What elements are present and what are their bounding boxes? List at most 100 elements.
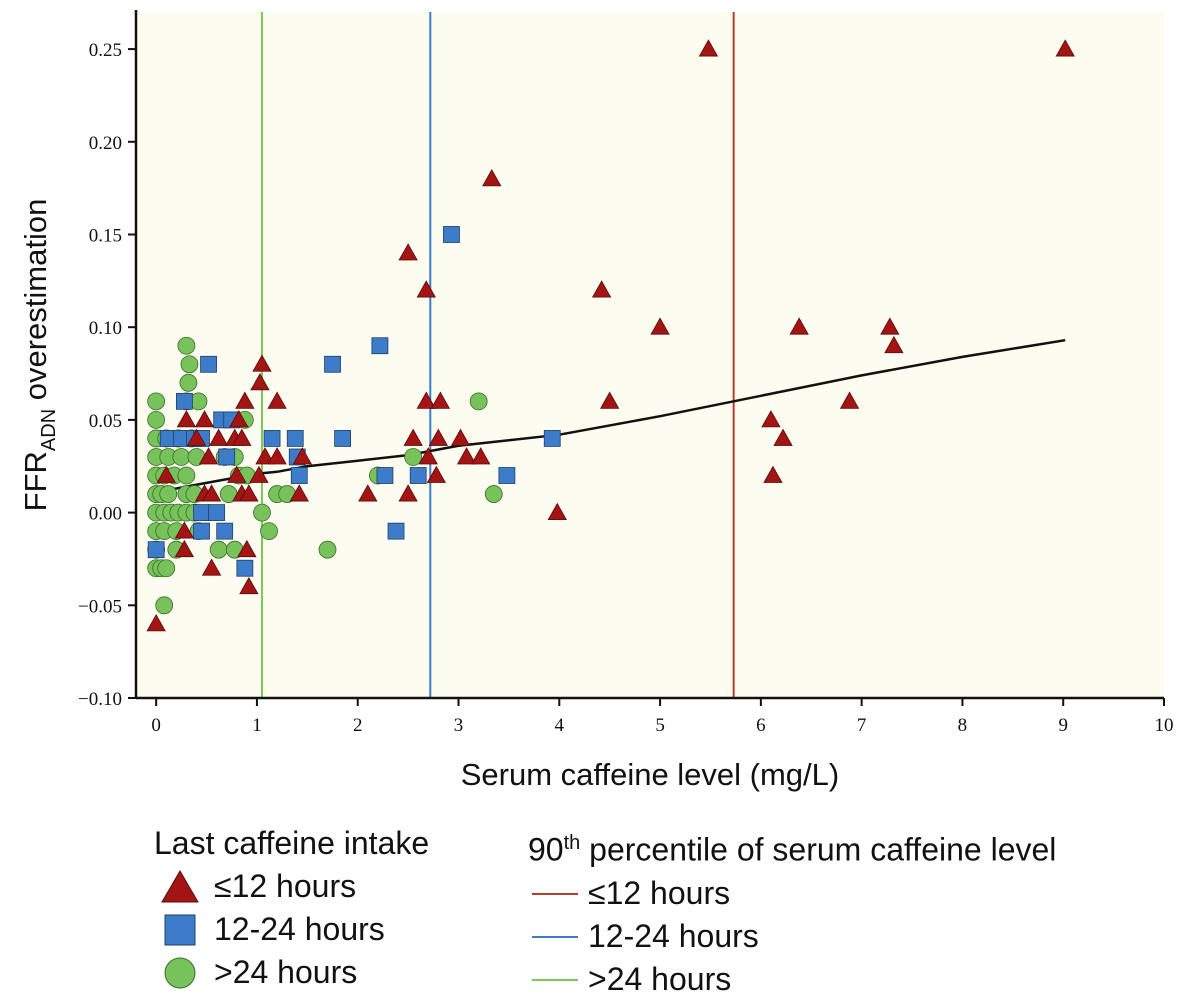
triangle-marker bbox=[289, 484, 309, 502]
triangle-marker bbox=[398, 484, 418, 502]
circle-marker bbox=[147, 410, 166, 429]
legend-percentile-label-3: >24 hours bbox=[588, 960, 732, 997]
triangle-marker bbox=[267, 447, 287, 465]
square-marker bbox=[498, 467, 516, 484]
triangle-marker bbox=[250, 372, 270, 391]
triangle-marker bbox=[839, 391, 860, 409]
triangle-marker bbox=[229, 410, 249, 428]
x-tick-label: 9 bbox=[1058, 715, 1068, 736]
triangle-marker bbox=[591, 280, 612, 298]
triangle-marker bbox=[773, 428, 793, 446]
square-marker bbox=[371, 337, 389, 355]
triangle-marker bbox=[176, 410, 197, 428]
legend-percentile-label-2: 12-24 hours bbox=[588, 917, 759, 954]
triangle-marker bbox=[698, 39, 719, 57]
triangle-marker bbox=[174, 521, 195, 539]
legend-intake-item: ≤12 hours bbox=[154, 865, 429, 908]
triangle-marker bbox=[450, 428, 471, 446]
x-tick-label: 10 bbox=[1155, 715, 1174, 736]
legend-intake-title: Last caffeine intake bbox=[154, 825, 430, 861]
scatter-chart: 0 1 2 3 4 5 6 7 8 9 10 −0.10 −0.05 0.00 0.05 0.10 0.15 0.… bbox=[18, 10, 1174, 792]
triangle-marker bbox=[198, 447, 219, 465]
triangle-marker bbox=[232, 428, 252, 446]
circle-marker bbox=[469, 392, 488, 411]
circle-marker bbox=[159, 485, 178, 503]
x-tick-label: 8 bbox=[958, 715, 968, 736]
square-marker bbox=[387, 522, 405, 540]
circle-marker bbox=[484, 485, 503, 503]
triangle-marker bbox=[884, 335, 904, 354]
triangle-marker bbox=[194, 410, 215, 428]
square-marker bbox=[200, 355, 217, 373]
triangle-marker bbox=[292, 447, 312, 465]
blue-line-icon bbox=[532, 935, 578, 938]
y-axis-title-subscript: ADN bbox=[38, 409, 60, 451]
x-tick-label: 1 bbox=[252, 715, 262, 736]
square-marker bbox=[409, 467, 427, 484]
data-markers bbox=[146, 39, 1075, 632]
square-marker bbox=[193, 504, 210, 521]
circle-marker bbox=[155, 596, 174, 615]
square-marker bbox=[218, 448, 236, 466]
y-tick-label: 0.00 bbox=[89, 504, 122, 525]
legend-intake: Last caffeine intake ≤12 hours 12-24 hou… bbox=[154, 822, 429, 994]
circle-marker bbox=[253, 503, 271, 522]
triangle-marker bbox=[201, 484, 222, 502]
triangle-marker bbox=[650, 317, 670, 335]
triangle-marker bbox=[174, 539, 195, 558]
y-tick-label: −0.05 bbox=[78, 596, 122, 617]
x-tick-label: 3 bbox=[454, 715, 464, 736]
triangle-marker bbox=[600, 391, 620, 409]
axes bbox=[128, 10, 1165, 706]
plot-background bbox=[136, 12, 1164, 698]
circle-marker bbox=[177, 336, 196, 355]
triangle-marker bbox=[761, 410, 781, 428]
triangle-marker bbox=[482, 169, 502, 187]
tick-labels: 0 1 2 3 4 5 6 7 8 9 10 −0.10 −0.05 0.00 0.05 0.10 0.15 0.… bbox=[78, 40, 1173, 736]
legend-percentile-title-rest: percentile of serum caffeine level bbox=[580, 831, 1057, 868]
triangle-marker bbox=[430, 391, 451, 409]
triangle-marker bbox=[416, 391, 436, 409]
legend-percentile: 90th percentile of serum caffeine level … bbox=[528, 822, 1056, 1001]
legend-intake-item: 12-24 hours bbox=[154, 908, 429, 951]
square-marker bbox=[175, 392, 193, 410]
triangle-marker bbox=[456, 447, 477, 465]
triangle-marker bbox=[428, 428, 449, 446]
triangle-marker bbox=[237, 539, 257, 558]
triangle-marker-icon bbox=[161, 870, 199, 903]
x-axis-title: Serum caffeine level (mg/L) bbox=[461, 757, 839, 792]
square-marker bbox=[147, 541, 165, 559]
y-tick-label: 0.20 bbox=[89, 133, 122, 154]
square-marker bbox=[443, 226, 460, 243]
x-tick-label: 6 bbox=[756, 715, 766, 736]
triangle-marker bbox=[358, 484, 378, 502]
y-tick-label: 0.05 bbox=[89, 411, 122, 432]
legend-intake-label-2: 12-24 hours bbox=[214, 911, 385, 947]
square-marker bbox=[543, 430, 561, 447]
legend-percentile-item: ≤12 hours bbox=[528, 872, 1056, 915]
triangle-marker bbox=[267, 391, 287, 409]
square-marker bbox=[208, 504, 226, 521]
y-axis-title-rest: overestimation bbox=[18, 199, 53, 409]
triangle-marker bbox=[1055, 39, 1075, 57]
square-marker-icon bbox=[164, 914, 196, 946]
legend-percentile-title-sup: th bbox=[563, 832, 581, 854]
triangle-marker bbox=[547, 502, 567, 520]
square-marker bbox=[376, 467, 394, 484]
triangle-marker bbox=[235, 391, 255, 409]
red-line-icon bbox=[532, 892, 578, 895]
circle-marker bbox=[179, 373, 198, 392]
circle-marker bbox=[209, 540, 228, 559]
legend-percentile-item: 12-24 hours bbox=[528, 915, 1056, 958]
circle-marker bbox=[318, 540, 337, 559]
green-line-icon bbox=[532, 978, 578, 981]
y-tick-label: 0.15 bbox=[89, 225, 122, 246]
x-tick-label: 4 bbox=[555, 715, 565, 736]
triangle-marker bbox=[208, 428, 229, 446]
circle-marker bbox=[177, 466, 196, 485]
triangle-marker bbox=[418, 447, 438, 465]
y-tick-label: 0.10 bbox=[89, 318, 122, 339]
legend-percentile-title: 90th percentile of serum caffeine level bbox=[528, 822, 1056, 872]
y-tick-label: −0.10 bbox=[78, 689, 122, 710]
legend-intake-item: >24 hours bbox=[154, 951, 429, 994]
